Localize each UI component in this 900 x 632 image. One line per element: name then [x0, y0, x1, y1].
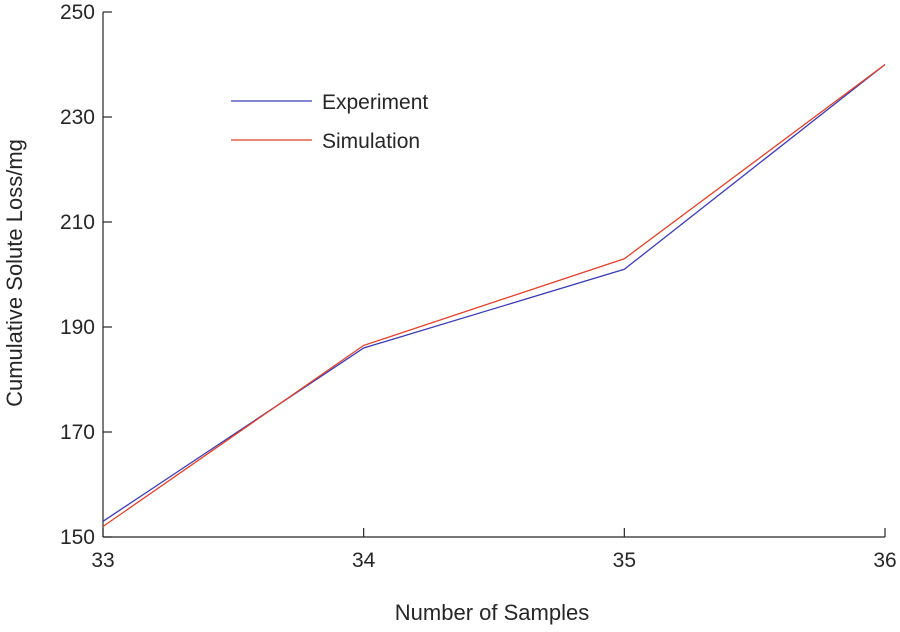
ticks: 150 170 190 210 230 250 33 34 35 36 — [60, 1, 897, 572]
y-tick-label: 190 — [60, 316, 95, 339]
y-tick-label: 230 — [60, 106, 95, 129]
x-axis-label: Number of Samples — [395, 600, 589, 625]
x-tick-label: 33 — [91, 549, 114, 572]
legend-label-experiment: Experiment — [322, 91, 428, 114]
y-axis-label: Cumulative Solute Loss/mg — [2, 139, 27, 407]
x-tick-label: 35 — [613, 549, 636, 572]
series-line-simulation — [102, 63, 886, 528]
y-tick-label: 170 — [60, 421, 95, 444]
y-tick-label: 150 — [60, 526, 95, 549]
y-tick-label: 250 — [60, 1, 95, 24]
legend: Experiment Simulation — [231, 91, 428, 153]
x-tick-label: 36 — [873, 549, 896, 572]
axes — [102, 12, 885, 538]
legend-label-simulation: Simulation — [322, 130, 420, 153]
y-tick-label: 210 — [60, 211, 95, 234]
x-tick-label: 34 — [352, 549, 376, 572]
series-lines — [102, 63, 886, 528]
series-line-experiment — [102, 63, 886, 522]
